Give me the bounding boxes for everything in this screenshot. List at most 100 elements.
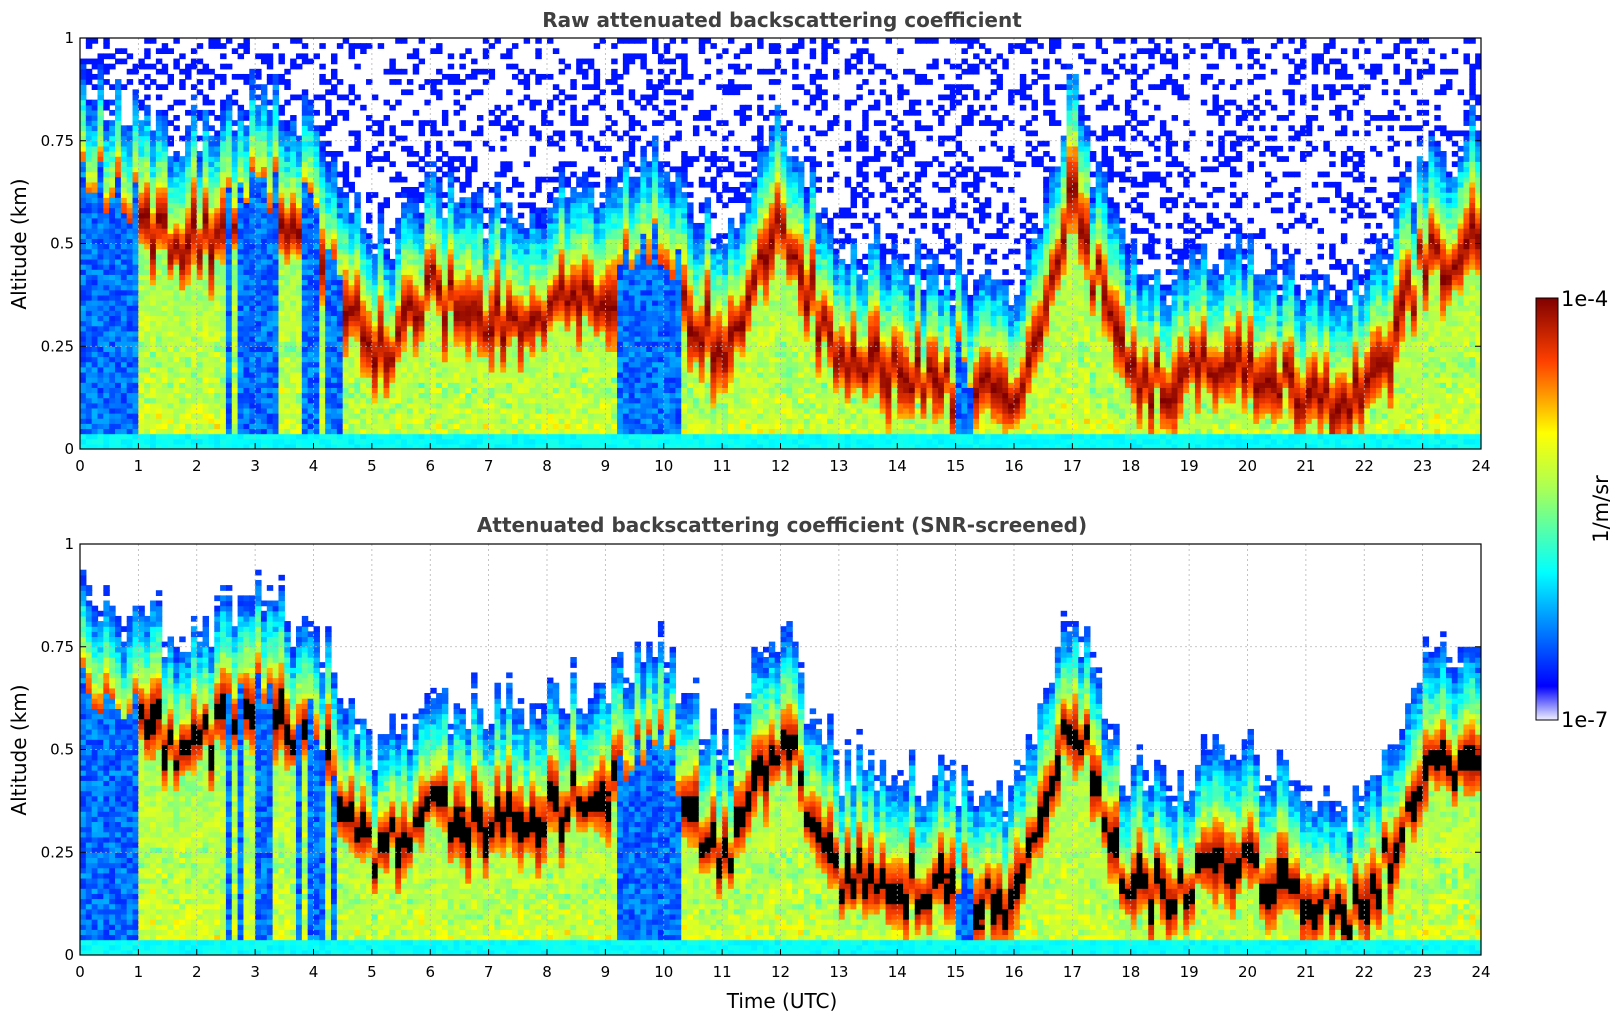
- heatmap-cell: [144, 423, 151, 430]
- heatmap-cell: [389, 284, 396, 291]
- heatmap-cell: [161, 418, 169, 424]
- heatmap-cell: [295, 356, 303, 363]
- heatmap-cell: [85, 274, 93, 281]
- heatmap-cell: [418, 341, 426, 347]
- heatmap-cell: [389, 407, 396, 414]
- heatmap-cell: [185, 335, 192, 342]
- heatmap-cell: [161, 371, 169, 378]
- heatmap-cell: [401, 279, 408, 286]
- heatmap-cell: [97, 228, 104, 234]
- heatmap-cell: [208, 289, 215, 296]
- heatmap-cell: [85, 279, 93, 286]
- heatmap-cell: [453, 397, 461, 404]
- heatmap-cell: [150, 197, 157, 203]
- heatmap-cell: [395, 443, 402, 449]
- heatmap-cell: [103, 274, 110, 281]
- heatmap-cell: [202, 68, 210, 75]
- heatmap-cell: [144, 351, 151, 358]
- heatmap-cell: [80, 428, 87, 435]
- heatmap-cell: [354, 443, 361, 449]
- heatmap-cell: [190, 423, 198, 430]
- heatmap-cell: [471, 166, 478, 173]
- heatmap-cell: [494, 325, 501, 332]
- heatmap-cell: [436, 274, 443, 281]
- heatmap-cell: [424, 186, 431, 193]
- heatmap-cell: [482, 274, 490, 281]
- heatmap-cell: [179, 192, 186, 198]
- heatmap-cell: [371, 156, 379, 162]
- heatmap-cell: [85, 130, 93, 137]
- heatmap-cell: [167, 186, 174, 193]
- heatmap-cell: [395, 320, 402, 327]
- heatmap-cell: [371, 392, 379, 399]
- heatmap-cell: [109, 335, 116, 342]
- heatmap-cell: [161, 346, 169, 352]
- heatmap-cell: [331, 115, 338, 121]
- heatmap-cell: [301, 228, 309, 234]
- heatmap-cell: [185, 366, 192, 373]
- heatmap-cell: [272, 346, 280, 352]
- heatmap-cell: [430, 125, 437, 132]
- heatmap-cell: [155, 361, 163, 368]
- heatmap-cell: [517, 181, 525, 188]
- heatmap-cell: [331, 294, 338, 301]
- heatmap-cell: [465, 269, 472, 275]
- heatmap-cell: [278, 402, 285, 409]
- heatmap-cell: [103, 269, 110, 275]
- heatmap-cell: [185, 382, 192, 388]
- heatmap-cell: [260, 315, 268, 322]
- heatmap-cell: [220, 217, 227, 224]
- heatmap-cell: [115, 202, 122, 209]
- heatmap-cell: [447, 305, 455, 311]
- heatmap-cell: [161, 366, 169, 373]
- heatmap-cell: [272, 356, 280, 363]
- heatmap-cell: [447, 366, 455, 373]
- heatmap-cell: [103, 392, 110, 399]
- heatmap-cell: [220, 79, 227, 85]
- heatmap-cell: [266, 382, 274, 388]
- heatmap-cell: [85, 79, 93, 85]
- heatmap-cell: [529, 330, 536, 337]
- heatmap-cell: [80, 418, 87, 424]
- heatmap-cell: [465, 387, 472, 394]
- heatmap-cell: [307, 294, 315, 301]
- heatmap-cell: [103, 38, 110, 44]
- heatmap-cell: [225, 145, 233, 152]
- heatmap-cell: [161, 264, 169, 270]
- heatmap-cell: [313, 330, 320, 337]
- heatmap-cell: [424, 120, 431, 126]
- heatmap-cell: [319, 315, 326, 322]
- heatmap-cell: [255, 335, 262, 342]
- heatmap-cell: [208, 68, 215, 75]
- heatmap-cell: [243, 125, 250, 132]
- heatmap-cell: [132, 402, 139, 409]
- heatmap-cell: [494, 217, 501, 224]
- heatmap-cell: [307, 300, 315, 306]
- heatmap-cell: [115, 438, 122, 445]
- heatmap-cell: [494, 284, 501, 291]
- heatmap-cell: [80, 68, 87, 75]
- heatmap-cell: [220, 140, 227, 147]
- heatmap-cell: [132, 253, 139, 260]
- heatmap-cell: [506, 294, 513, 301]
- heatmap-cell: [208, 387, 215, 394]
- heatmap-cell: [202, 176, 210, 183]
- heatmap-cell: [237, 269, 245, 275]
- heatmap-cell: [115, 366, 122, 373]
- heatmap-cell: [453, 156, 461, 162]
- heatmap-cell: [348, 438, 355, 445]
- heatmap-cell: [331, 397, 338, 404]
- heatmap-cell: [278, 382, 285, 388]
- heatmap-cell: [529, 284, 536, 291]
- heatmap-cell: [161, 151, 169, 157]
- heatmap-cell: [476, 89, 484, 96]
- heatmap-cell: [97, 382, 104, 388]
- heatmap-cell: [348, 89, 355, 96]
- heatmap-cell: [126, 438, 134, 445]
- heatmap-cell: [406, 222, 414, 229]
- heatmap-cell: [430, 243, 437, 250]
- heatmap-cell: [342, 161, 350, 168]
- heatmap-cell: [295, 176, 303, 183]
- heatmap-cell: [272, 207, 280, 214]
- heatmap-cell: [424, 366, 431, 373]
